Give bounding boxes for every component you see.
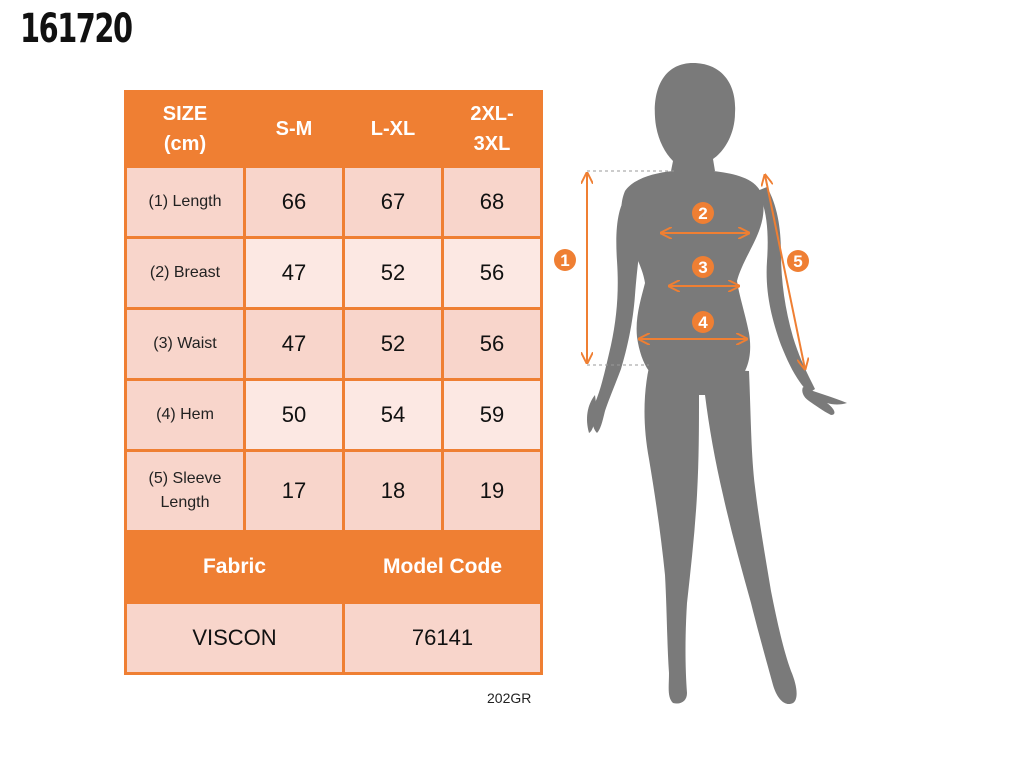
table-row: (2) Breast 47 52 56: [127, 239, 540, 307]
marker-2: 2: [692, 202, 714, 224]
marker-3-label: 3: [698, 258, 707, 277]
value-cell: 18: [345, 452, 441, 530]
size-chart-table: SIZE (cm) S-M L-XL 2XL- 3XL (1) Length 6…: [124, 90, 543, 675]
value-cell: 47: [246, 310, 342, 378]
row-label-line: (1) Length: [148, 193, 222, 210]
marker-5-label: 5: [793, 252, 802, 271]
value-cell: 56: [444, 239, 540, 307]
header-line: 2XL-: [470, 103, 514, 125]
marker-1: 1: [554, 249, 576, 271]
value-cell: 54: [345, 381, 441, 449]
marker-2-label: 2: [698, 204, 707, 223]
reference-code: 202GR: [487, 690, 532, 706]
value-cell: 52: [345, 239, 441, 307]
row-label-line: Length: [160, 494, 210, 511]
row-label-length: (1) Length: [127, 168, 243, 236]
value-cell: 56: [444, 310, 540, 378]
table-row: (3) Waist 47 52 56: [127, 310, 540, 378]
value-cell: 52: [345, 310, 441, 378]
silhouette: [587, 63, 847, 705]
value-cell: 17: [246, 452, 342, 530]
header-size-2xl-3xl: 2XL- 3XL: [444, 93, 540, 165]
header-line: L-XL: [370, 118, 416, 140]
measurement-lines: [587, 170, 805, 369]
product-code: 161720: [20, 6, 133, 52]
marker-1-label: 1: [560, 251, 569, 270]
value-cell: 67: [345, 168, 441, 236]
marker-5: 5: [787, 250, 809, 272]
table-header-row: SIZE (cm) S-M L-XL 2XL- 3XL: [127, 93, 540, 165]
table-row: (5) Sleeve Length 17 18 19: [127, 452, 540, 530]
table-row: (4) Hem 50 54 59: [127, 381, 540, 449]
header-size-cell: SIZE (cm): [127, 93, 243, 165]
row-label-line: (3) Waist: [153, 335, 217, 352]
value-cell: 19: [444, 452, 540, 530]
row-label-sleeve-length: (5) Sleeve Length: [127, 452, 243, 530]
row-label-hem: (4) Hem: [127, 381, 243, 449]
fabric-label: Fabric: [127, 533, 342, 601]
value-cell: 66: [246, 168, 342, 236]
row-label-waist: (3) Waist: [127, 310, 243, 378]
model-code-label: Model Code: [345, 533, 540, 601]
header-line: (cm): [163, 133, 207, 155]
row-label-line: (4) Hem: [156, 406, 214, 423]
fabric-value: VISCON: [127, 604, 342, 672]
value-cell: 47: [246, 239, 342, 307]
value-cell: 50: [246, 381, 342, 449]
header-size-l-xl: L-XL: [345, 93, 441, 165]
row-label-line: (2) Breast: [149, 264, 221, 281]
row-label-line: (5) Sleeve: [148, 470, 222, 487]
footer-header-row: Fabric Model Code: [127, 533, 540, 601]
value-cell: 68: [444, 168, 540, 236]
footer-value-row: VISCON 76141: [127, 604, 540, 672]
model-code-value: 76141: [345, 604, 540, 672]
header-line: SIZE: [162, 103, 208, 125]
marker-4: 4: [692, 311, 714, 333]
header-size-s-m: S-M: [246, 93, 342, 165]
body-measurement-figure: 1 2 3 4 5: [554, 63, 847, 705]
table-row: (1) Length 66 67 68: [127, 168, 540, 236]
value-cell: 59: [444, 381, 540, 449]
marker-4-label: 4: [698, 313, 708, 332]
marker-3: 3: [692, 256, 714, 278]
header-line: S-M: [275, 118, 313, 140]
header-line: 3XL: [473, 133, 511, 155]
row-label-breast: (2) Breast: [127, 239, 243, 307]
